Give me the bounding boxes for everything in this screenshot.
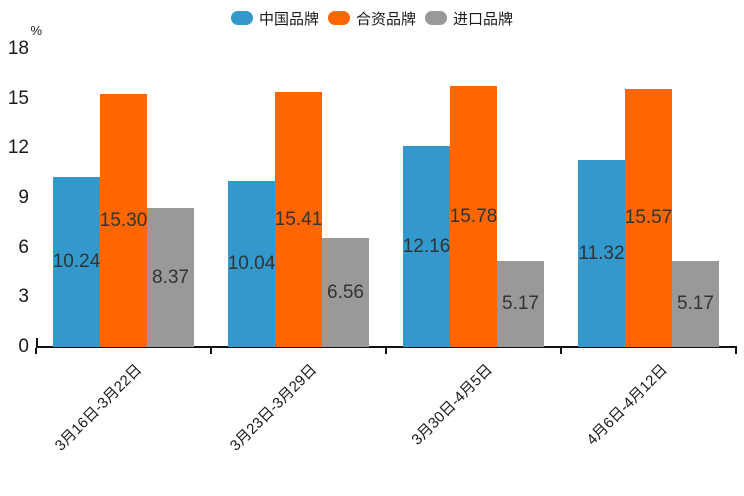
legend-item-joint-venture-brand[interactable]: 合资品牌 [327,8,416,29]
bar-value-label: 5.17 [502,293,539,314]
legend-label: 合资品牌 [355,10,416,28]
bar-value-label: 15.41 [274,208,323,230]
bar [147,208,194,347]
x-tick-label: 3月16日-3月22日 [52,361,146,455]
y-tick-label: 18 [7,38,29,59]
legend-item-import-brand[interactable]: 进口品牌 [425,8,513,29]
x-tick-label: 3月23日-3月29日 [227,361,321,455]
y-tick-label: 6 [18,236,29,258]
x-axis-tick [735,348,737,354]
bar-value-label: 15.30 [99,209,148,231]
bar [228,181,275,347]
y-tick-label: 0 [18,336,29,357]
x-tick-label: 3月30日-4月5日 [408,361,496,449]
bar [53,177,100,347]
bar-value-label: 11.32 [578,242,625,264]
bar [625,89,672,347]
x-axis-tick [210,348,212,354]
bar [578,160,625,347]
x-tick-label: 4月6日-4月12日 [583,361,671,449]
legend-item-china-brand[interactable]: 中国品牌 [230,8,319,29]
bar [100,94,147,347]
bar-value-label: 10.04 [227,253,276,274]
bar [403,146,450,347]
bar-value-label: 5.17 [677,293,714,314]
legend-swatch-icon [230,11,253,25]
bar-value-label: 15.78 [449,205,498,227]
legend-label: 进口品牌 [453,10,514,28]
x-axis-line [36,346,737,348]
bar [497,261,544,347]
x-axis-tick [560,348,562,354]
legend-label: 中国品牌 [258,10,319,28]
bar-value-label: 12.16 [402,235,451,257]
x-axis-tick [385,348,387,354]
bar [322,238,369,347]
y-tick-label: 15 [7,87,29,109]
axis-corner-tick [36,338,38,347]
bar-value-label: 8.37 [152,266,189,288]
y-tick-label: 9 [18,187,29,208]
bar-value-label: 15.57 [624,207,673,228]
y-axis-unit-label: % [30,23,42,38]
bar-value-label: 6.56 [327,281,364,303]
chart-legend: 中国品牌 合资品牌 进口品牌 [0,8,744,29]
bar [275,92,322,347]
bar-value-label: 10.24 [52,251,101,272]
legend-swatch-icon [327,11,350,25]
y-tick-label: 3 [18,286,29,308]
legend-swatch-icon [425,11,447,25]
bar [672,261,719,347]
x-axis-tick [35,348,37,354]
bar [450,86,497,347]
y-tick-label: 12 [7,137,29,159]
